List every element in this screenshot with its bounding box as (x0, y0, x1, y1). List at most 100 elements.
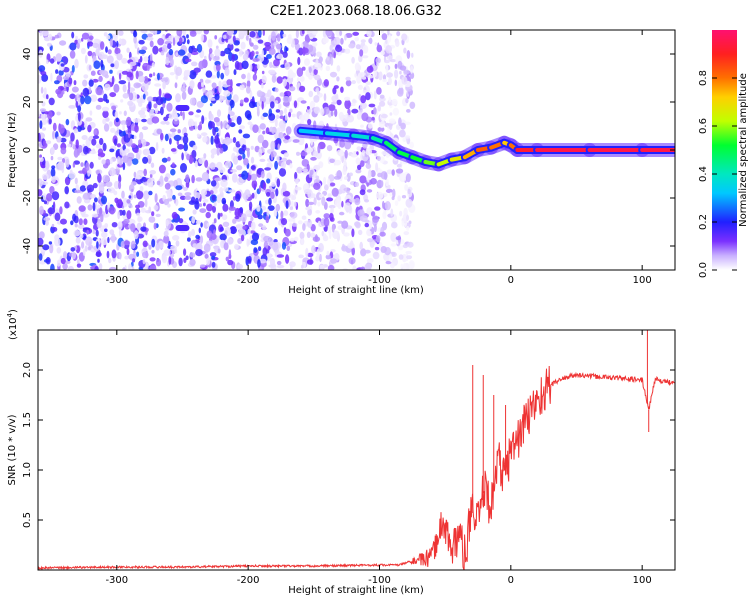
noise-speck (149, 170, 156, 175)
noise-speck (336, 170, 343, 179)
noise-speck (368, 38, 373, 44)
noise-speck (250, 221, 256, 231)
noise-speck (409, 141, 414, 149)
noise-speck (277, 143, 280, 150)
noise-speck (382, 78, 387, 83)
noise-speck (43, 87, 47, 95)
noise-speck (344, 202, 352, 212)
noise-speck (166, 102, 173, 112)
noise-speck (395, 40, 400, 47)
noise-speck (252, 44, 259, 50)
noise-speck (351, 246, 356, 256)
noise-speck (365, 81, 372, 85)
noise-speck (376, 62, 380, 67)
noise-speck (406, 226, 410, 231)
noise-speck (46, 59, 49, 65)
noise-speck (212, 56, 220, 62)
noise-speck (200, 222, 203, 228)
noise-speck (182, 135, 189, 145)
noise-speck (315, 210, 321, 214)
noise-speck (386, 72, 393, 78)
noise-speck (80, 47, 86, 55)
noise-speck (151, 249, 155, 254)
noise-speck (203, 30, 209, 35)
noise-speck (122, 84, 127, 93)
noise-speck (232, 146, 241, 153)
noise-speck (149, 173, 153, 178)
noise-speck (266, 208, 270, 218)
noise-speck (349, 240, 354, 249)
noise-speck (385, 188, 393, 194)
noise-speck (68, 77, 73, 85)
noise-speck (75, 184, 79, 191)
noise-speck (397, 245, 404, 251)
noise-speck (240, 99, 244, 105)
noise-speck (405, 98, 409, 104)
noise-speck (38, 132, 41, 142)
noise-speck (229, 226, 237, 235)
noise-speck (276, 53, 284, 60)
noise-speck (331, 187, 339, 197)
noise-speck (142, 259, 146, 265)
noise-speck (133, 230, 139, 240)
noise-speck (375, 57, 381, 64)
noise-speck (323, 213, 330, 219)
noise-speck (268, 197, 272, 206)
noise-speck (50, 146, 55, 155)
noise-speck (122, 93, 129, 99)
noise-speck (398, 254, 404, 260)
noise-speck (59, 40, 67, 46)
noise-speck (310, 224, 316, 232)
noise-speck (382, 74, 387, 81)
noise-speck (38, 189, 43, 197)
noise-speck (145, 36, 154, 41)
noise-speck (338, 111, 344, 121)
noise-speck (148, 158, 152, 164)
noise-speck (296, 151, 300, 156)
noise-speck (91, 138, 97, 146)
noise-speck (122, 162, 126, 171)
noise-speck (290, 263, 293, 270)
noise-speck (359, 102, 367, 109)
noise-speck (114, 47, 121, 55)
noise-speck (402, 137, 407, 142)
noise-speck (123, 110, 127, 117)
noise-speck (177, 129, 181, 134)
noise-speck (340, 86, 344, 93)
noise-speck (357, 209, 365, 218)
noise-speck (114, 110, 119, 119)
noise-speck (355, 157, 361, 165)
noise-speck (110, 127, 116, 133)
noise-speck (364, 199, 370, 203)
noise-speck (95, 86, 103, 96)
noise-speck (149, 265, 157, 270)
noise-speck (216, 70, 220, 79)
noise-speck (99, 137, 104, 146)
noise-speck (259, 158, 266, 162)
noise-speck (218, 127, 221, 137)
noise-speck (308, 66, 312, 74)
noise-speck (189, 97, 196, 106)
noise-speck (406, 214, 409, 221)
colorbar-gradient (712, 30, 737, 270)
noise-speck (293, 100, 298, 109)
noise-speck (47, 207, 56, 215)
noise-speck (206, 230, 213, 239)
noise-speck (83, 74, 89, 79)
noise-speck (46, 42, 52, 47)
noise-speck (209, 252, 217, 257)
noise-speck (313, 68, 318, 76)
noise-speck (130, 181, 137, 186)
noise-speck (96, 220, 102, 229)
noise-speck (38, 231, 45, 239)
noise-speck (349, 198, 356, 203)
noise-speck (141, 46, 148, 51)
noise-speck (131, 188, 134, 193)
noise-speck (196, 133, 200, 138)
noise-speck (218, 166, 226, 173)
noise-speck (133, 118, 141, 123)
noise-speck (311, 245, 316, 254)
noise-speck (202, 136, 208, 143)
noise-speck (236, 165, 243, 171)
noise-speck (201, 82, 205, 88)
